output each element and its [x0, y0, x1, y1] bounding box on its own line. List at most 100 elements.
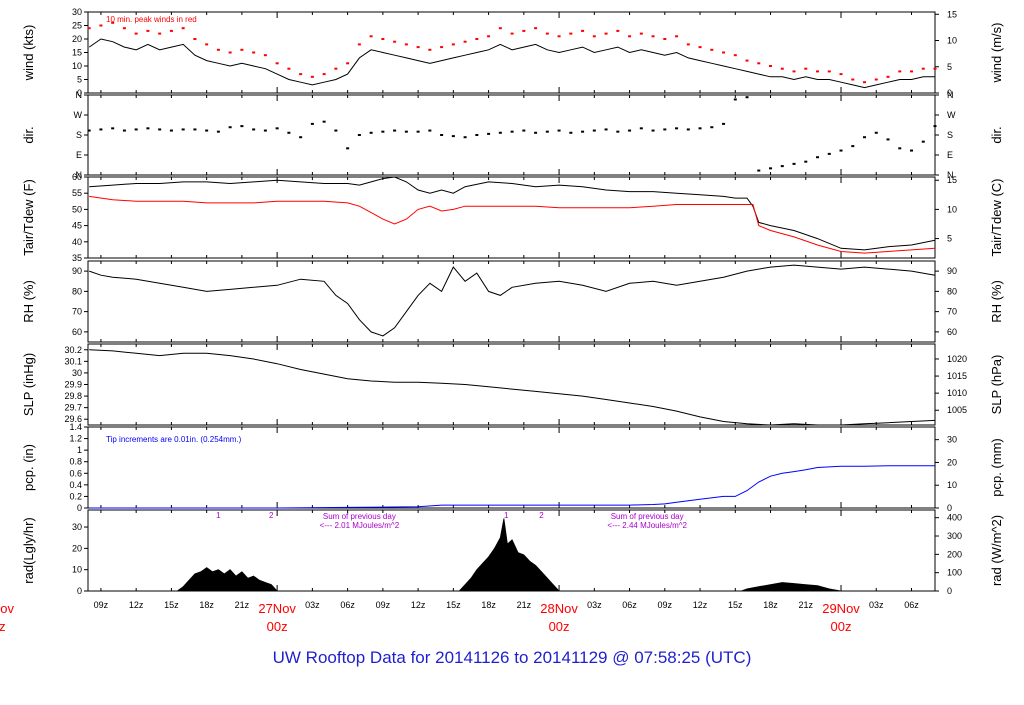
dir-series-0-point [710, 126, 714, 129]
wind-peak-point [545, 32, 549, 35]
wind-left-tick-label: 30 [72, 7, 82, 17]
dir-series-0-point [158, 128, 162, 131]
day-label: 29Nov [822, 601, 860, 616]
temp-right-tick-label: 5 [947, 234, 952, 244]
dir-series-0-point [557, 129, 561, 132]
wind-peak-point [745, 59, 749, 62]
wind-peak-point [628, 35, 632, 38]
dir-series-0-point [299, 136, 303, 139]
dir-series-0-point [193, 128, 197, 131]
rh-right-tick-label: 90 [947, 266, 957, 276]
dir-series-0-point [357, 134, 361, 136]
pcp-right-tick-label: 30 [947, 435, 957, 445]
time-tick-label: 09z [94, 600, 109, 610]
time-tick-label: 18z [481, 600, 496, 610]
dir-series-0-point [616, 130, 620, 133]
wind-peak-point [933, 67, 937, 70]
temp-Tair-line [89, 176, 936, 251]
dir-left-tick-label: N [76, 170, 83, 180]
wind-panel-frame [87, 11, 936, 94]
dir-series-0-point [228, 126, 232, 129]
wind-peak-point [604, 32, 608, 35]
wind-peak-point [921, 67, 925, 70]
dir-series-0-point [510, 130, 514, 133]
rad-left-tick-label: 20 [72, 543, 82, 553]
wind-peak-point [463, 40, 467, 43]
dir-series-0-point [933, 125, 937, 128]
dir-series-0-point [816, 156, 820, 159]
wind-peak-point [686, 43, 690, 46]
wind-peak-point [510, 32, 514, 35]
wind-peak-point [357, 43, 361, 46]
wind-peak-point [592, 35, 596, 38]
wind-peak-point [534, 27, 538, 30]
dir-series-0-point [545, 130, 549, 133]
dir-series-0-point [769, 167, 773, 170]
pcp-left-tick-label: 0.4 [69, 480, 82, 490]
dir-series-0-point [874, 131, 878, 134]
slp-right-tick-label: 1015 [947, 371, 967, 381]
slp-panel-frame [87, 343, 936, 426]
dir-series-0-point [252, 128, 256, 131]
pcp-left-tick-label: 0.6 [69, 468, 82, 478]
slp-left-tick-label: 29.9 [64, 380, 82, 390]
slp-left-tick-label: 30.1 [64, 356, 82, 366]
wind-peak-point [839, 73, 843, 76]
wind-peak-point [522, 29, 526, 32]
pcp-left-tick-label: 0.8 [69, 457, 82, 467]
time-tick-label: 15z [728, 600, 743, 610]
wind-peak-point [404, 43, 408, 46]
rh-left-tick-label: 80 [72, 286, 82, 296]
slp-left-tick-label: 29.7 [64, 403, 82, 413]
wind-left-tick-label: 25 [72, 21, 82, 31]
wind-peak-point [205, 43, 209, 46]
dir-series-0-point [111, 127, 115, 130]
wind-peak-point [440, 46, 444, 49]
dir-series-0-point [451, 135, 455, 138]
dir-left-tick-label: W [74, 110, 83, 120]
slp-right-axis-title: SLP (hPa) [989, 355, 1004, 415]
wind-peak-point [393, 40, 397, 43]
wind-peak-point [181, 27, 185, 30]
temp-left-tick-label: 40 [72, 237, 82, 247]
rh-right-tick-label: 80 [947, 286, 957, 296]
dir-series-0-point [216, 130, 220, 133]
wind-peak-point [804, 67, 808, 70]
wind-peak-point [451, 43, 455, 46]
dir-series-0-point [240, 125, 244, 128]
dir-series-0-point [416, 130, 420, 133]
time-tick-label: 12z [411, 600, 426, 610]
wind-speed-line [88, 38, 935, 89]
wind-peak-point [169, 29, 173, 32]
rad-sum-note-line2: <--- 2.44 MJoules/m^2 [607, 521, 687, 530]
wind-peak-point [757, 62, 761, 65]
time-tick-label: 18z [199, 600, 214, 610]
dir-series-0-point [639, 127, 643, 130]
wind-peak-point [193, 38, 197, 40]
wind-peak-point [228, 51, 232, 54]
rad-left-tick-label: 30 [72, 522, 82, 532]
wind-peak-point [216, 48, 220, 51]
wind-right-tick-label: 15 [947, 9, 957, 19]
dir-series-0-point [322, 120, 326, 123]
pcp-left-tick-label: 1 [77, 445, 82, 455]
dir-series-0-point [827, 152, 831, 155]
dir-series-0-point [592, 129, 596, 132]
dir-right-tick-label: S [947, 130, 953, 140]
dir-series-0-point [275, 127, 279, 130]
dir-series-0-point [404, 130, 408, 133]
slp-left-axis-title: SLP (inHg) [21, 353, 36, 416]
dir-left-tick-label: N [76, 90, 83, 100]
wind-peak-point [99, 24, 103, 27]
dir-series-0-point [428, 129, 432, 132]
time-tick-label: 21z [517, 600, 532, 610]
pcp-right-axis-title: pcp. (mm) [989, 438, 1004, 497]
temp-left-tick-label: 55 [72, 188, 82, 198]
dir-series-0-point [663, 128, 667, 131]
wind-right-tick-label: 0 [947, 88, 952, 98]
dir-series-0-point [393, 129, 397, 132]
dir-series-0-point [381, 130, 385, 133]
rad-left-axis-title: rad(Lgly/hr) [21, 517, 36, 583]
dir-series-0-point [886, 138, 890, 141]
wind-peak-point [146, 29, 150, 32]
